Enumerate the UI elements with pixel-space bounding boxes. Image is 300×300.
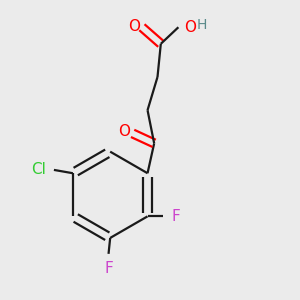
Text: O: O <box>128 19 140 34</box>
Text: H: H <box>196 18 207 32</box>
Text: Cl: Cl <box>32 162 46 177</box>
Text: F: F <box>104 261 113 276</box>
Text: O: O <box>118 124 130 139</box>
Text: F: F <box>171 209 180 224</box>
Text: O: O <box>184 20 196 35</box>
